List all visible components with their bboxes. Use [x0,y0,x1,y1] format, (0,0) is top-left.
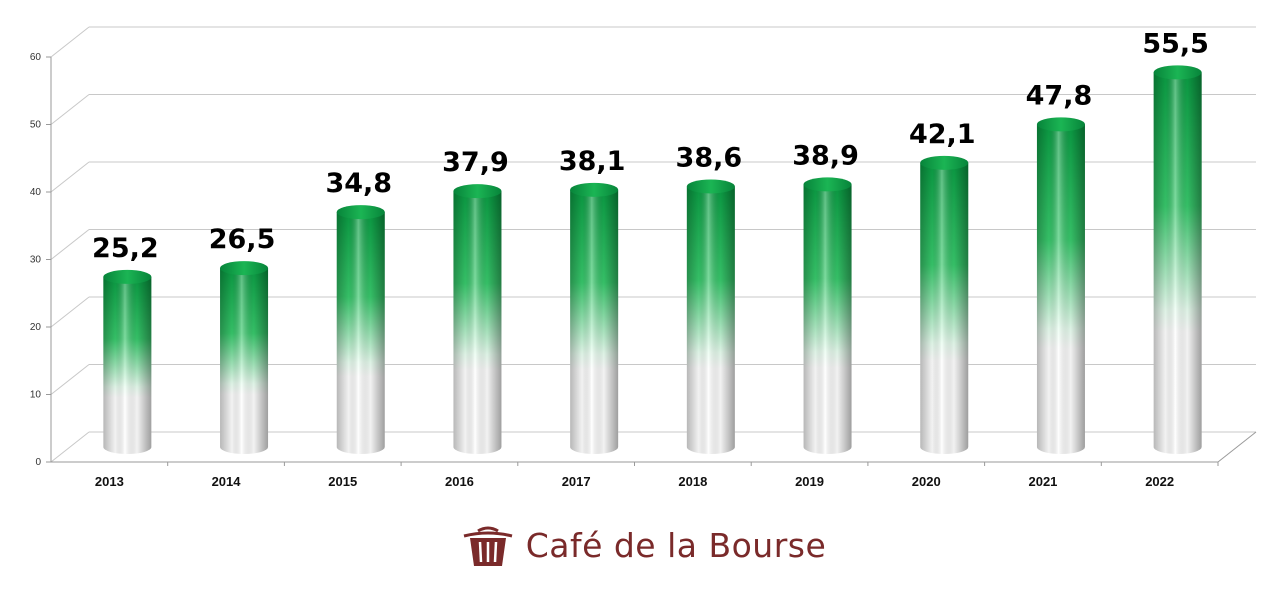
bar [1153,65,1202,455]
data-label: 38,1 [559,146,626,177]
bar-cap [686,179,735,194]
gridline-diagonal [50,229,90,260]
data-label: 37,9 [442,147,509,178]
y-tick-label: 60 [30,52,42,63]
bar [220,261,269,454]
y-tick-label: 40 [30,187,42,198]
x-tick-label: 2019 [795,474,824,489]
x-axis: 2013 2014 2015 2016 2017 2018 2019 2020 2021 2022 [95,462,1219,489]
x-tick-label: 2018 [678,474,707,489]
bar-cap [570,182,619,197]
bar-cap [920,155,969,170]
x-tick-label: 2022 [1145,474,1174,489]
bar-cap [803,177,852,192]
x-tick-label: 2016 [445,474,474,489]
bar-cap [453,184,502,199]
y-tick-label: 50 [30,120,42,131]
y-tick-label: 20 [30,322,42,333]
data-label: 38,9 [792,140,859,171]
data-label: 47,8 [1026,80,1093,111]
x-tick-label: 2015 [328,474,357,489]
bar [803,177,852,455]
bar-cap [103,269,152,284]
data-label: 55,5 [1142,28,1209,59]
y-tick-label: 30 [30,255,42,266]
bar-cap [1153,65,1202,80]
x-tick-label: 2014 [212,474,242,489]
bar [686,179,735,455]
bars [103,65,1202,455]
data-label: 38,6 [676,142,743,173]
bar-shading [686,186,735,455]
y-tick-label: 0 [35,457,41,468]
bar-shading [920,162,969,455]
gridline-diagonal [50,94,90,125]
bar-cap [1036,117,1085,132]
bar-shading [220,268,269,454]
bar-shading [1036,124,1085,455]
gridline-diagonal [50,431,90,463]
x-tick-label: 2020 [912,474,941,489]
bar [336,205,385,455]
data-label: 42,1 [909,119,976,150]
bar-shading [570,189,619,455]
bar [570,182,619,455]
bar [103,269,152,454]
chart: 0 10 20 30 40 50 60 25,2 26,5 34,8 37,9 38,1 38,6 38… [30,26,1257,489]
bar-shading [103,276,152,454]
y-tick-label: 10 [30,390,42,401]
brand-name: Café de la Bourse [525,525,827,565]
wastebasket-icon [463,526,513,566]
data-labels: 25,2 26,5 34,8 37,9 38,1 38,6 38,9 42,1 47,8 55,5 [92,28,1209,264]
bar [920,155,969,455]
bar [453,184,502,455]
gridline-diagonal [50,296,90,328]
data-label: 34,8 [325,168,392,199]
x-tick-label: 2021 [1028,474,1057,489]
bar-cap [336,205,385,220]
x-tick-label: 2013 [95,474,124,489]
bar-shading [803,184,852,455]
bar-cap [220,261,269,276]
data-label: 25,2 [92,233,159,264]
gridline-diagonal [50,161,90,193]
bar [1036,117,1085,455]
gridline-diagonal [50,26,90,58]
bar-shading [453,191,502,455]
brand-logo: Café de la Bourse [0,522,1286,582]
bar-shading [336,212,385,455]
x-tick-label: 2017 [562,474,591,489]
gridline-diagonal [50,364,90,395]
floor-right-edge [1217,431,1257,463]
data-label: 26,5 [209,224,276,255]
bar-shading [1153,72,1202,455]
